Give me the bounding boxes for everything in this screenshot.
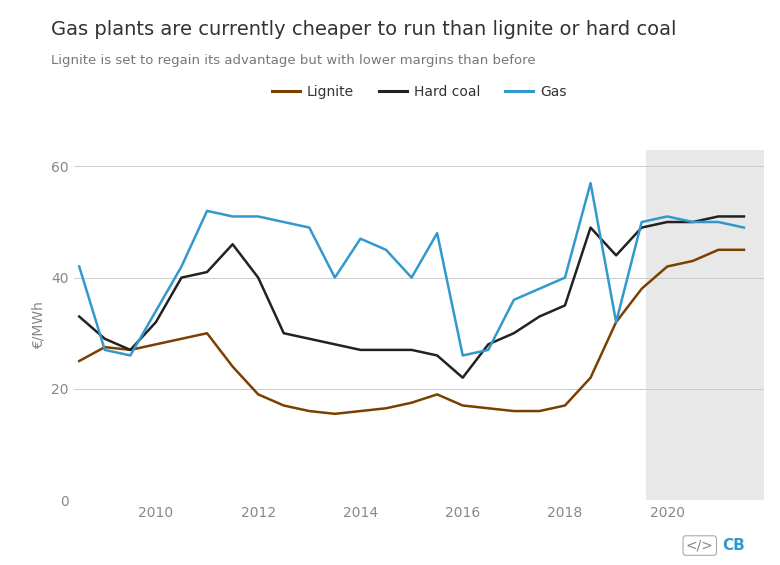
Text: Lignite is set to regain its advantage but with lower margins than before: Lignite is set to regain its advantage b… [51, 54, 535, 67]
Text: Gas plants are currently cheaper to run than lignite or hard coal: Gas plants are currently cheaper to run … [51, 20, 676, 39]
Text: CB: CB [722, 537, 745, 553]
Bar [646, 150, 780, 500]
Y-axis label: €/MWh: €/MWh [31, 301, 45, 349]
Legend: Lignite, Hard coal, Gas: Lignite, Hard coal, Gas [267, 80, 572, 105]
Text: </>: </> [686, 538, 714, 553]
